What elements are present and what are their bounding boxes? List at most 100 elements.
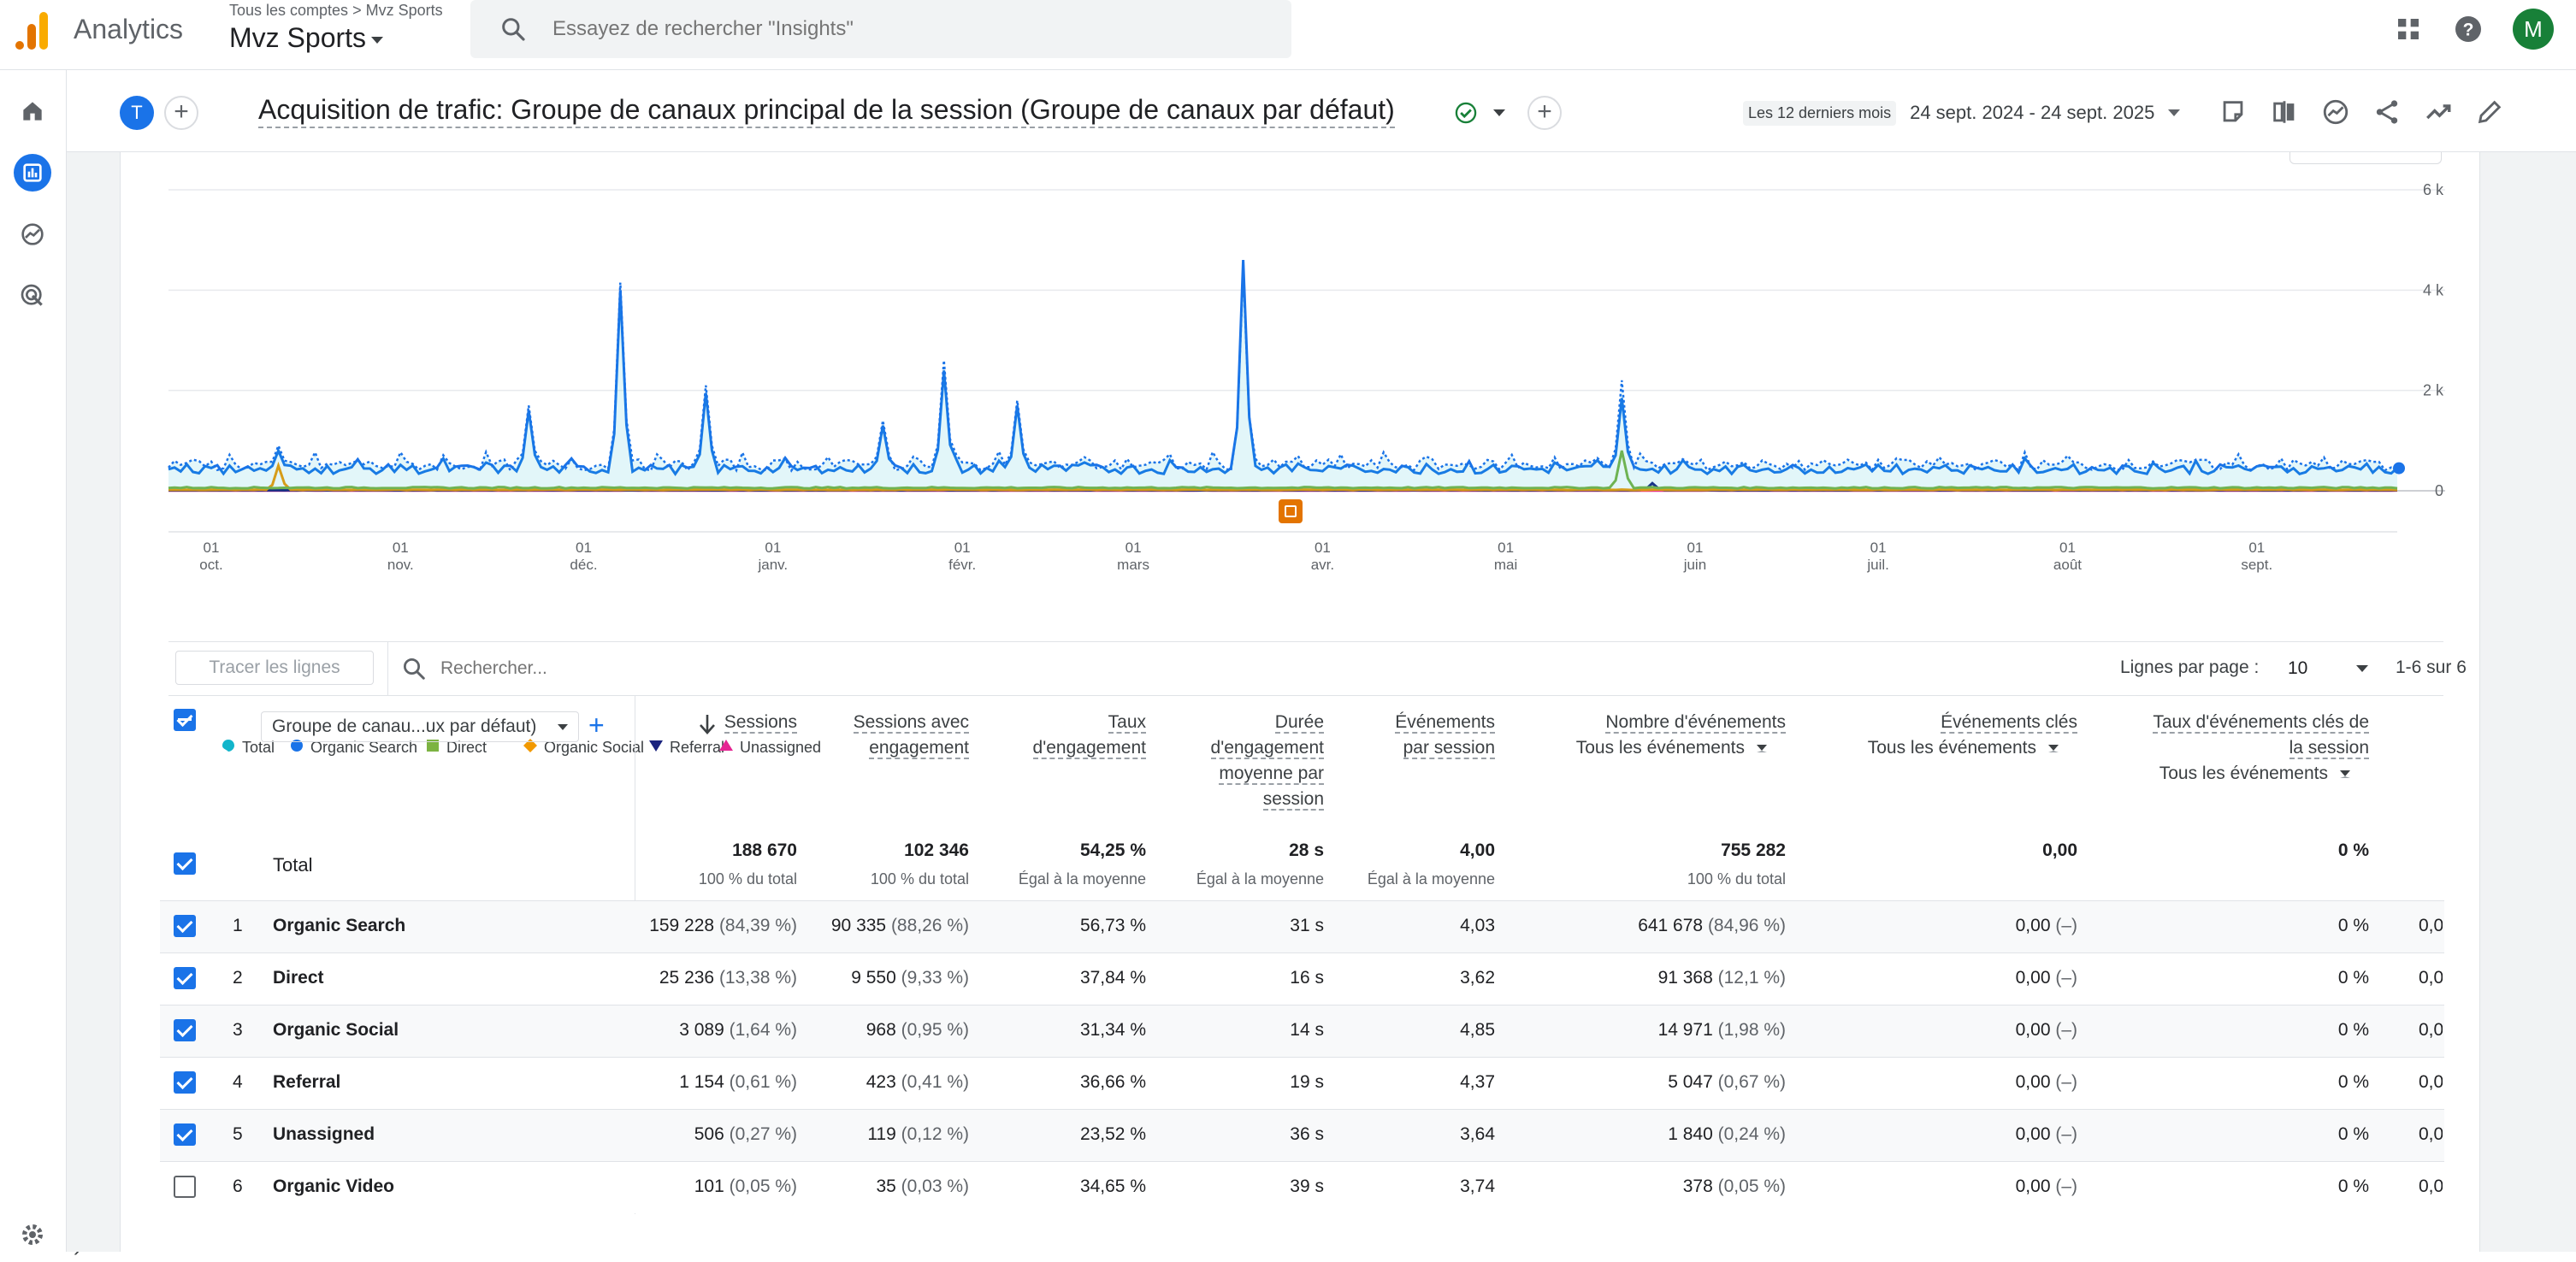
property-selector[interactable]: Mvz Sports: [229, 22, 383, 54]
row-value-percent: (–): [2051, 968, 2078, 988]
status-ok-icon: [1454, 101, 1478, 125]
nav-home[interactable]: [14, 92, 51, 130]
row-value-main: 91 368: [1658, 968, 1713, 988]
search-bar[interactable]: [470, 0, 1291, 58]
event-filter-label: Tous les événements: [2159, 761, 2328, 787]
nav-reports[interactable]: [14, 154, 51, 192]
page-title-text: Acquisition de trafic: Groupe de canaux …: [258, 94, 1395, 128]
row-value: 5 047 (0,67 %): [1512, 1072, 1786, 1093]
search-input[interactable]: [552, 12, 1237, 46]
comparison-chip[interactable]: T: [120, 96, 154, 130]
breadcrumb-account[interactable]: Mvz Sports: [366, 2, 443, 19]
x-tick-day: 01: [1126, 540, 1142, 556]
row-channel-name[interactable]: Organic Social: [273, 1020, 399, 1041]
nav-advertising[interactable]: [14, 277, 51, 315]
column-header-label: moyenne par: [1219, 764, 1324, 785]
row-checkbox[interactable]: [174, 1071, 196, 1094]
x-tick-day: 01: [1315, 540, 1331, 556]
title-menu-caret-icon[interactable]: [1493, 109, 1505, 116]
search-icon: [499, 15, 527, 43]
column-header-label: session: [1263, 789, 1324, 811]
row-value-main: 0 %: [2338, 1124, 2369, 1144]
row-channel-name[interactable]: Organic Video: [273, 1176, 394, 1197]
x-tick-day: 01: [954, 540, 971, 556]
help-icon[interactable]: ?: [2453, 14, 2484, 44]
row-value-main: 0,00: [2016, 1124, 2051, 1144]
row-value-main: 0 %: [2338, 1072, 2369, 1092]
x-tick-month: déc.: [570, 557, 597, 573]
x-tick-day: 01: [204, 540, 220, 556]
select-all-checkbox[interactable]: [174, 709, 196, 731]
row-value: 4,85: [1221, 1020, 1495, 1041]
row-value-percent: (12,1 %): [1713, 968, 1786, 988]
row-value-main: 378: [1683, 1176, 1713, 1196]
add-card-button[interactable]: +: [1527, 96, 1562, 130]
series-line-total: [168, 270, 2397, 471]
row-channel-name[interactable]: Organic Search: [273, 916, 405, 936]
nav-admin[interactable]: [14, 1216, 51, 1253]
total-checkbox[interactable]: [174, 852, 196, 875]
date-range-selector[interactable]: Les 12 derniers mois 24 sept. 2024 - 24 …: [1743, 96, 2180, 130]
share-icon[interactable]: [2372, 97, 2402, 127]
annotation-icon[interactable]: [2219, 97, 2248, 127]
event-filter-dropdown[interactable]: Tous les événements: [1444, 735, 1786, 761]
rows-per-page-select[interactable]: 10: [2281, 652, 2375, 685]
x-tick-month: nov.: [387, 557, 414, 573]
compare-icon[interactable]: [2270, 97, 2299, 127]
x-tick-month: sept.: [2241, 557, 2272, 573]
row-value-main: 0 %: [2338, 968, 2369, 988]
insights-icon[interactable]: [2321, 97, 2350, 127]
total-value: 4,00: [1238, 840, 1495, 861]
row-checkbox[interactable]: [174, 1019, 196, 1041]
legend-drop-icon: [222, 739, 235, 757]
row-checkbox[interactable]: [174, 915, 196, 937]
app-name: Analytics: [74, 14, 183, 45]
row-overflow-value: 0,0: [2419, 968, 2443, 988]
row-value-main: 0,00: [2016, 968, 2051, 988]
total-sub: Égal à la moyenne: [1238, 870, 1495, 888]
y-tick-label: 4 k: [2423, 281, 2444, 298]
row-checkbox[interactable]: [174, 967, 196, 989]
caret-down-icon: [371, 37, 383, 44]
row-value: 3,64: [1221, 1124, 1495, 1145]
breadcrumb-root[interactable]: Tous les comptes: [229, 2, 348, 19]
event-filter-dropdown[interactable]: Tous les événements: [1735, 735, 2077, 761]
trend-icon[interactable]: [2424, 97, 2453, 127]
row-value: 0,00 (–): [1804, 916, 2077, 936]
avatar-letter: M: [2524, 16, 2543, 43]
table-toolbar: Tracer les lignes Lignes par page : 10 1…: [168, 641, 2443, 696]
table-search-input[interactable]: [440, 654, 954, 683]
row-value-percent: (84,96 %): [1703, 916, 1786, 935]
row-value: 0,00 (–): [1804, 968, 2077, 988]
analytics-logo[interactable]: [12, 10, 53, 51]
svg-text:?: ?: [2463, 21, 2474, 40]
comparison-chip-label: T: [131, 102, 142, 124]
row-channel-name[interactable]: Direct: [273, 968, 324, 988]
x-tick-month: févr.: [948, 557, 976, 573]
nav-explore[interactable]: [14, 215, 51, 253]
x-tick-month: oct.: [199, 557, 222, 573]
row-value: 4,03: [1221, 916, 1495, 936]
breadcrumb[interactable]: Tous les comptes > Mvz Sports: [229, 2, 443, 20]
plot-rows-button[interactable]: Tracer les lignes: [175, 651, 374, 685]
avatar[interactable]: M: [2513, 9, 2554, 50]
annotation-marker[interactable]: [1279, 499, 1303, 523]
indeterminate-icon: [178, 718, 192, 721]
row-checkbox[interactable]: [174, 1123, 196, 1146]
row-value-percent: (1,98 %): [1713, 1020, 1786, 1040]
row-channel-name[interactable]: Referral: [273, 1072, 340, 1093]
add-comparison-button[interactable]: +: [164, 96, 198, 130]
advertising-icon: [19, 282, 46, 310]
pagination-info: 1-6 sur 6: [2396, 658, 2467, 678]
edit-icon[interactable]: [2475, 97, 2504, 127]
total-label: Total: [273, 854, 312, 876]
event-filter-dropdown[interactable]: Tous les événements: [2027, 761, 2369, 787]
row-checkbox[interactable]: [174, 1176, 196, 1198]
apps-grid-icon[interactable]: [2395, 15, 2422, 43]
x-tick-day: 01: [2059, 540, 2076, 556]
series-area-total: [168, 270, 2397, 491]
row-channel-name[interactable]: Unassigned: [273, 1124, 375, 1145]
